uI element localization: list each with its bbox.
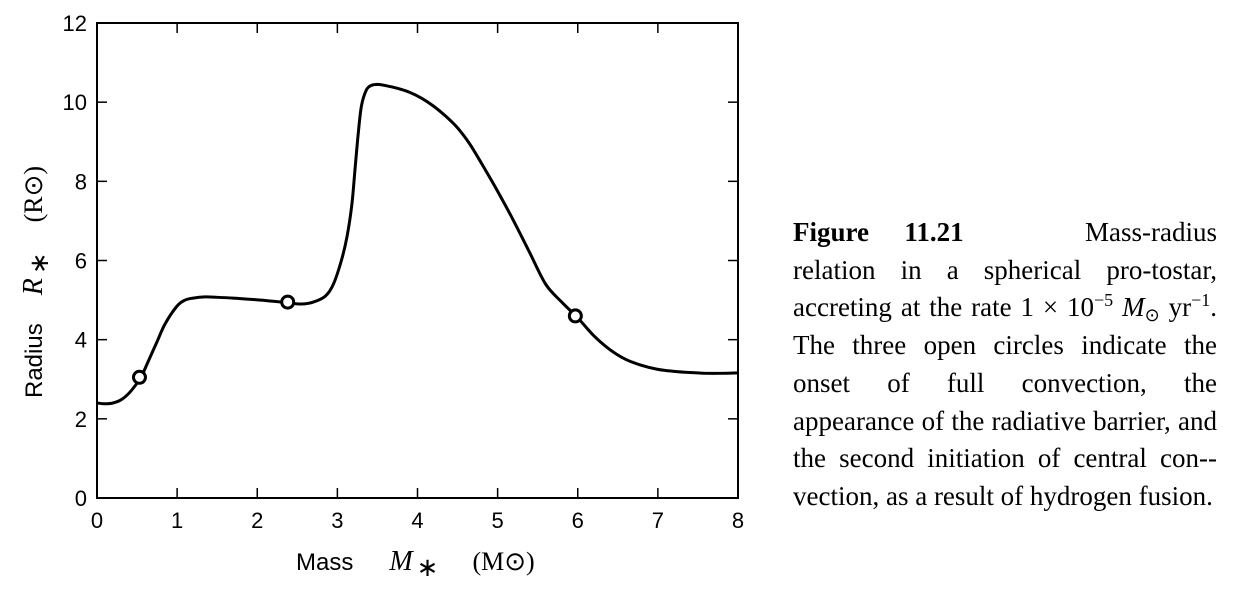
x-axis-unit: (M⊙) [472,547,534,576]
x-tick-label: 6 [572,508,584,533]
y-tick-label: 4 [75,328,87,353]
open-circle-marker [280,294,296,310]
y-ticks: 0 2 4 6 8 10 12 [63,11,738,511]
plot-border [96,22,739,499]
caption-rate-exp: −5 [1094,290,1114,311]
x-tick-label: 2 [251,508,263,533]
x-tick-label: 1 [171,508,183,533]
x-tick-label: 8 [732,508,744,533]
caption-rate-time-exp: −1 [1191,290,1211,311]
x-axis-symbol-sub: ∗ [417,553,439,582]
caption-label: Figure 11.21 [793,217,964,247]
x-axis-symbol: M [388,546,414,577]
y-tick-label: 12 [63,11,87,36]
caption-rate-unit: M [1122,292,1145,323]
open-circle-marker [131,369,147,385]
x-axis-word: Mass [296,549,353,576]
y-axis-unit: (R⊙) [19,166,48,222]
y-tick-label: 0 [75,486,87,511]
y-axis-symbol: R [18,278,49,296]
y-tick-label: 8 [75,169,87,194]
y-tick-label: 10 [63,90,87,115]
x-tick-label: 0 [91,508,103,533]
y-tick-label: 6 [75,249,87,274]
y-axis-word: Radius [21,323,48,398]
x-axis-label: Mass M ∗ (M⊙) [296,546,535,582]
y-axis-symbol-sub: ∗ [25,252,54,274]
caption-rate-coef: 1 × 10 [1020,292,1095,323]
x-tick-label: 4 [411,508,423,533]
x-tick-label: 3 [331,508,343,533]
markers [131,294,583,385]
y-tick-label: 2 [75,407,87,432]
caption-text-1: Mass-radius relation in a spherical pro-… [793,217,1217,323]
radius-curve [96,82,739,406]
series-curve [96,82,739,406]
caption-rate-time: yr [1168,292,1192,323]
caption-text-2: . The three open circles indicate the on… [793,292,1217,511]
figure-caption: Figure 11.21 Mass-radius relation in a s… [793,214,1217,516]
plot-frame [96,22,739,499]
x-tick-label: 5 [492,508,504,533]
x-tick-label: 7 [652,508,664,533]
open-circle-marker [567,308,583,324]
caption-rate-unit-sub: ⊙ [1144,305,1160,326]
y-axis-label: Radius R ∗ (R⊙) [18,166,54,398]
x-ticks: 0 1 2 3 4 5 6 7 8 [91,23,744,533]
